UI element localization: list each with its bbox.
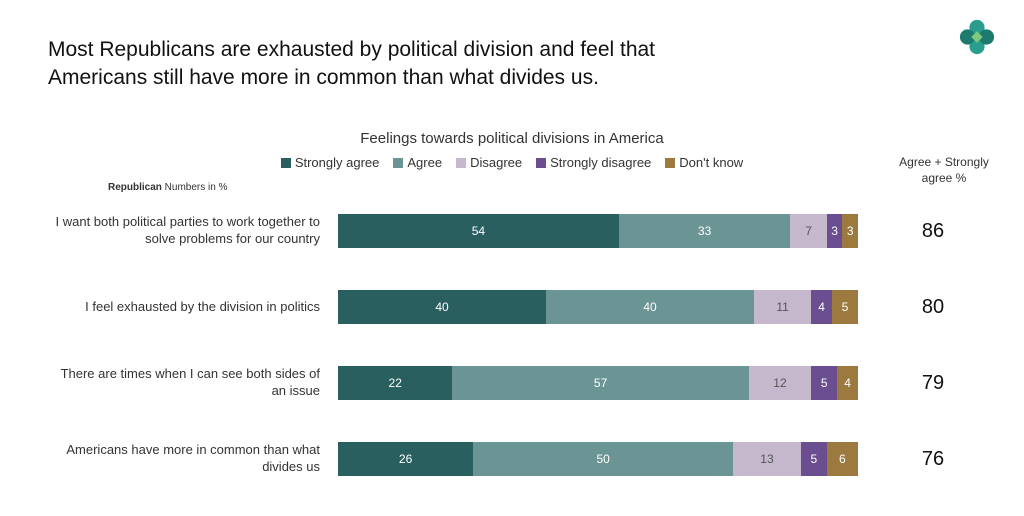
legend-label: Don't know xyxy=(679,155,743,170)
legend-strongly-agree: Strongly agree xyxy=(281,155,380,170)
bar-segment-dont-know: 6 xyxy=(827,442,858,476)
page-headline: Most Republicans are exhausted by politi… xyxy=(48,36,688,93)
chart-row: I want both political parties to work to… xyxy=(48,200,988,262)
sub-label: Republican Numbers in % xyxy=(108,182,227,193)
sub-label-rest: Numbers in % xyxy=(162,182,228,193)
legend-label: Strongly disagree xyxy=(550,155,651,170)
chart-title: Feelings towards political divisions in … xyxy=(0,130,1024,147)
row-label: There are times when I can see both side… xyxy=(48,366,338,400)
swatch-icon xyxy=(665,158,675,168)
bar-segment-strongly-agree: 22 xyxy=(338,366,452,400)
chart-row: I feel exhausted by the division in poli… xyxy=(48,276,988,338)
agree-total-header: Agree + Strongly agree % xyxy=(894,155,994,186)
bar-segment-disagree: 7 xyxy=(790,214,826,248)
bar-segment-strongly-disagree: 4 xyxy=(811,290,832,324)
agree-total-value: 86 xyxy=(878,220,988,243)
stacked-bar: 40401145 xyxy=(338,290,858,324)
agree-total-value: 80 xyxy=(878,296,988,319)
bar-segment-dont-know: 3 xyxy=(842,214,858,248)
legend-agree: Agree xyxy=(393,155,442,170)
legend-disagree: Disagree xyxy=(456,155,522,170)
legend-label: Disagree xyxy=(470,155,522,170)
chart-row: Americans have more in common than what … xyxy=(48,428,988,490)
sub-label-bold: Republican xyxy=(108,182,162,193)
bar-segment-dont-know: 5 xyxy=(832,290,858,324)
row-label: I feel exhausted by the division in poli… xyxy=(48,299,338,316)
agree-total-value: 79 xyxy=(878,372,988,395)
bar-segment-agree: 33 xyxy=(619,214,791,248)
bar-segment-disagree: 13 xyxy=(733,442,801,476)
legend-strongly-disagree: Strongly disagree xyxy=(536,155,651,170)
stacked-bar: 26501356 xyxy=(338,442,858,476)
row-label: Americans have more in common than what … xyxy=(48,442,338,476)
row-label: I want both political parties to work to… xyxy=(48,214,338,248)
bar-segment-strongly-disagree: 5 xyxy=(811,366,837,400)
swatch-icon xyxy=(536,158,546,168)
legend-label: Strongly agree xyxy=(295,155,380,170)
bar-segment-dont-know: 4 xyxy=(837,366,858,400)
stacked-bar: 5433733 xyxy=(338,214,858,248)
chart-legend: Strongly agree Agree Disagree Strongly d… xyxy=(0,155,1024,170)
swatch-icon xyxy=(456,158,466,168)
bar-segment-agree: 40 xyxy=(546,290,754,324)
legend-dont-know: Don't know xyxy=(665,155,743,170)
bar-segment-strongly-disagree: 3 xyxy=(827,214,843,248)
swatch-icon xyxy=(393,158,403,168)
stacked-bar: 22571254 xyxy=(338,366,858,400)
bar-segment-strongly-agree: 54 xyxy=(338,214,619,248)
bar-segment-agree: 57 xyxy=(452,366,748,400)
bar-segment-strongly-agree: 26 xyxy=(338,442,473,476)
swatch-icon xyxy=(281,158,291,168)
bar-segment-disagree: 12 xyxy=(749,366,811,400)
bar-segment-strongly-disagree: 5 xyxy=(801,442,827,476)
chart-row: There are times when I can see both side… xyxy=(48,352,988,414)
brand-logo xyxy=(958,18,996,56)
chart-rows: I want both political parties to work to… xyxy=(48,200,988,504)
bar-segment-disagree: 11 xyxy=(754,290,811,324)
bar-segment-strongly-agree: 40 xyxy=(338,290,546,324)
bar-segment-agree: 50 xyxy=(473,442,733,476)
agree-total-value: 76 xyxy=(878,448,988,471)
legend-label: Agree xyxy=(407,155,442,170)
